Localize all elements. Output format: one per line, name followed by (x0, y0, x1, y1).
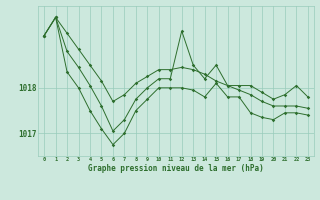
X-axis label: Graphe pression niveau de la mer (hPa): Graphe pression niveau de la mer (hPa) (88, 164, 264, 173)
